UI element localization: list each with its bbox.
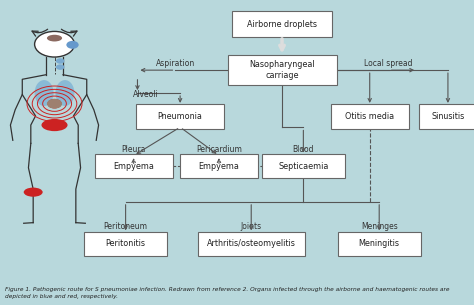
Circle shape bbox=[66, 41, 79, 49]
FancyBboxPatch shape bbox=[337, 232, 421, 256]
FancyBboxPatch shape bbox=[198, 232, 304, 256]
Text: Meningitis: Meningitis bbox=[359, 239, 400, 249]
Ellipse shape bbox=[35, 80, 54, 106]
Text: Peritonitis: Peritonitis bbox=[106, 239, 146, 249]
Circle shape bbox=[35, 31, 74, 57]
Ellipse shape bbox=[47, 35, 62, 41]
FancyBboxPatch shape bbox=[331, 104, 409, 129]
FancyBboxPatch shape bbox=[419, 104, 474, 129]
Ellipse shape bbox=[55, 80, 74, 106]
Text: Meninges: Meninges bbox=[361, 222, 398, 231]
Circle shape bbox=[56, 58, 64, 64]
Text: Alveoli: Alveoli bbox=[133, 90, 159, 99]
Text: Pleura: Pleura bbox=[121, 145, 146, 154]
Text: Airborne droplets: Airborne droplets bbox=[247, 20, 317, 29]
Circle shape bbox=[56, 64, 64, 70]
FancyBboxPatch shape bbox=[136, 104, 224, 129]
Text: Aspiration: Aspiration bbox=[156, 59, 195, 68]
Text: Blood: Blood bbox=[292, 145, 314, 154]
Text: Figure 1. Pathogenic route for S pneumoniae infection. Redrawn from reference 2.: Figure 1. Pathogenic route for S pneumon… bbox=[5, 287, 449, 299]
FancyBboxPatch shape bbox=[94, 154, 173, 178]
Text: Local spread: Local spread bbox=[365, 59, 413, 68]
Text: Otitis media: Otitis media bbox=[345, 112, 394, 121]
Text: Arthritis/osteomyelitis: Arthritis/osteomyelitis bbox=[207, 239, 296, 249]
FancyBboxPatch shape bbox=[262, 154, 345, 178]
Ellipse shape bbox=[42, 119, 67, 131]
Text: Nasopharyngeal
carriage: Nasopharyngeal carriage bbox=[249, 60, 315, 80]
Text: Pericardium: Pericardium bbox=[196, 145, 242, 154]
Ellipse shape bbox=[24, 188, 43, 197]
Text: Empyema: Empyema bbox=[199, 162, 239, 171]
FancyBboxPatch shape bbox=[228, 55, 337, 85]
Text: Joints: Joints bbox=[241, 222, 262, 231]
Text: Empyema: Empyema bbox=[113, 162, 154, 171]
FancyBboxPatch shape bbox=[180, 154, 258, 178]
Text: Sinusitis: Sinusitis bbox=[431, 112, 465, 121]
Text: Peritoneum: Peritoneum bbox=[104, 222, 147, 231]
FancyBboxPatch shape bbox=[84, 232, 167, 256]
Text: Septicaemia: Septicaemia bbox=[278, 162, 328, 171]
Circle shape bbox=[47, 99, 62, 109]
Text: Pneumonia: Pneumonia bbox=[158, 112, 202, 121]
FancyBboxPatch shape bbox=[232, 11, 332, 37]
